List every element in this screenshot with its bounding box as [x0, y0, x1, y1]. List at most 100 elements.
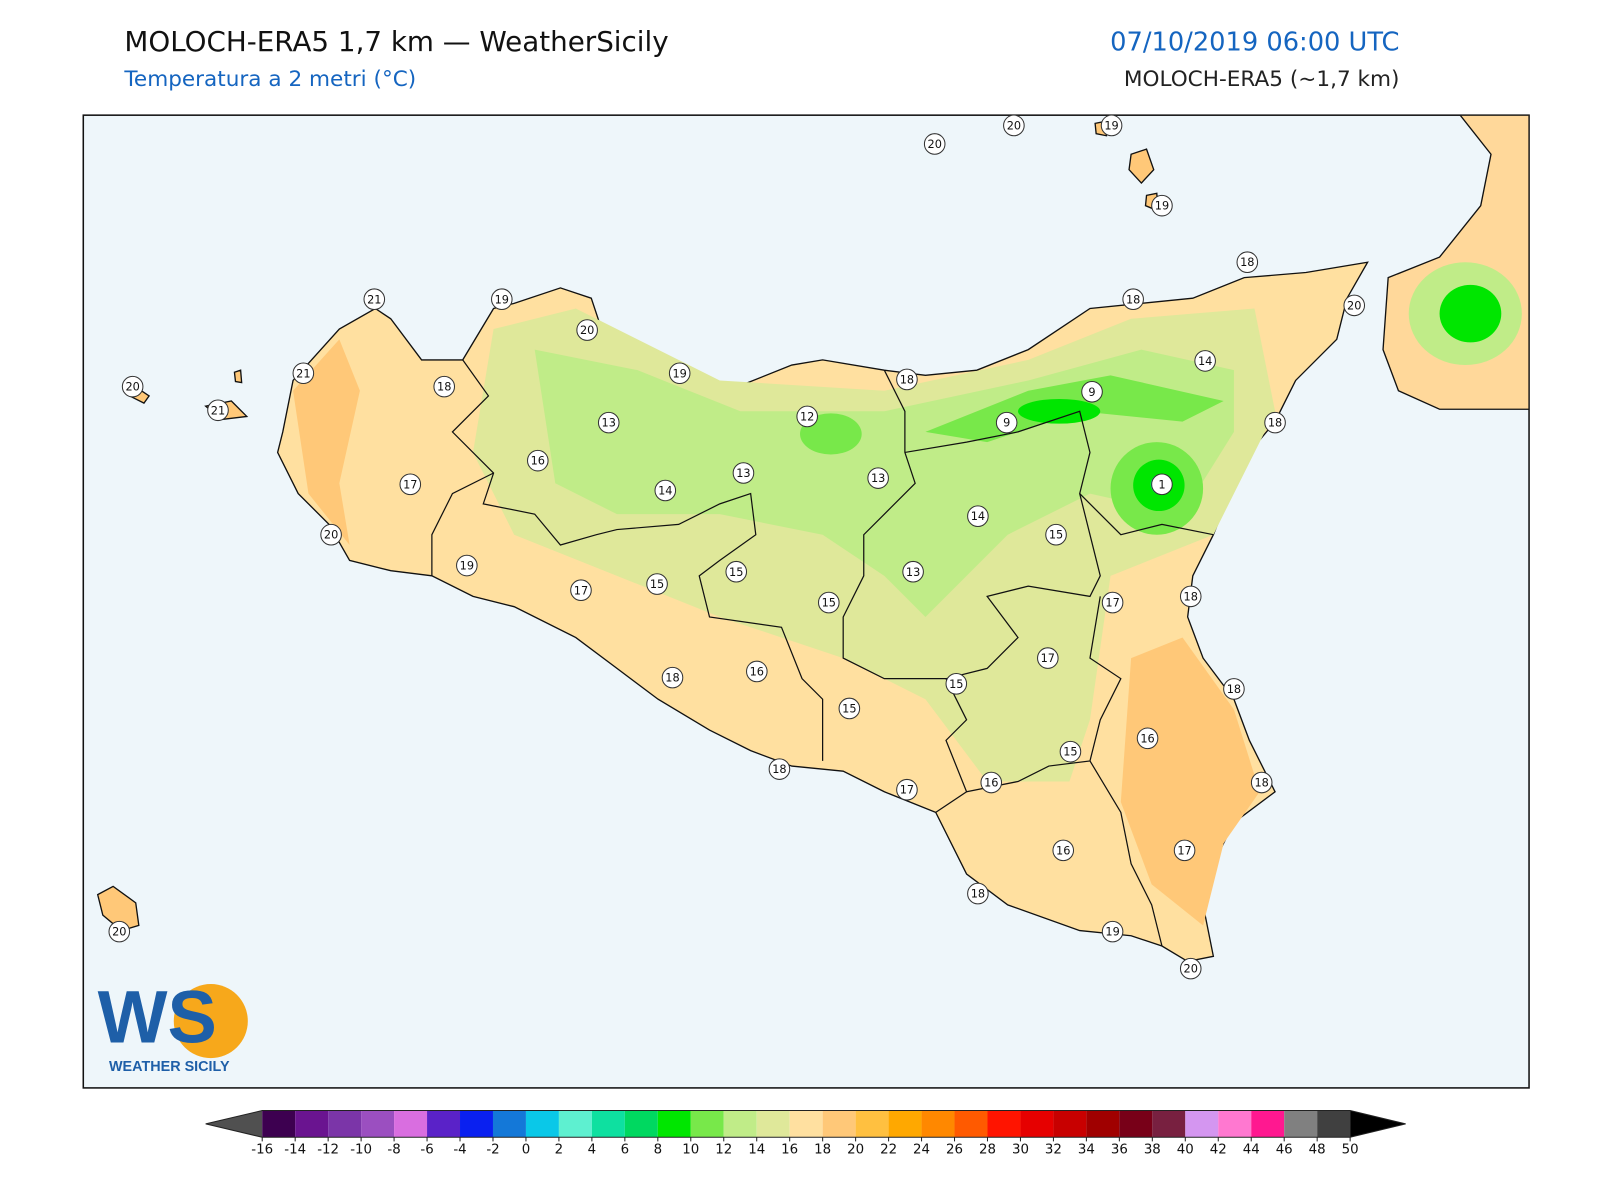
station-value: 17 [574, 584, 588, 597]
station-marker [1101, 591, 1124, 614]
station-value: 21 [296, 367, 310, 380]
station-marker [1037, 647, 1059, 669]
station-marker [121, 375, 144, 398]
station-marker [1223, 678, 1245, 700]
colorbar-segment [723, 1110, 757, 1138]
station-value: 17 [403, 478, 417, 491]
station-marker [980, 771, 1003, 794]
station-marker [1236, 251, 1259, 274]
colorbar-tick-label: -16 [251, 1143, 273, 1158]
station-value: 13 [871, 472, 885, 485]
station-marker [967, 882, 989, 905]
station-value: 16 [1056, 844, 1070, 857]
station-marker [923, 133, 946, 155]
station-value: 18 [665, 672, 679, 685]
station-value: 20 [324, 529, 338, 542]
station-marker [1122, 288, 1144, 311]
temp-zone [1439, 284, 1502, 343]
colorbar-segment [855, 1110, 889, 1138]
station-value: 18 [772, 763, 786, 776]
colorbar-segment [1086, 1110, 1120, 1138]
station-value: 16 [1140, 732, 1154, 745]
station-value: 17 [1041, 652, 1055, 665]
colorbar-tick-label: -10 [350, 1143, 372, 1158]
station-value: 20 [580, 324, 594, 337]
stations: 20 20 19 19 18 20 18 14 18 9 9 1 15 17 18 18 12 13 14 13 17 1… [108, 115, 1366, 980]
station-value: 20 [112, 926, 126, 939]
colorbar-segment [756, 1110, 790, 1138]
colorbar-segment [789, 1110, 823, 1138]
station-marker [1250, 771, 1273, 794]
colorbar-segment [591, 1110, 625, 1138]
colorbar-tick-label: 46 [1276, 1143, 1293, 1158]
colorbar-segment [690, 1110, 724, 1138]
station-marker [646, 573, 668, 595]
colorbar-segment [624, 1110, 658, 1138]
colorbar-tick-label: 50 [1342, 1143, 1359, 1158]
station-value: 14 [971, 510, 985, 523]
station-value: 20 [928, 138, 942, 151]
station-marker [725, 560, 748, 583]
station-value: 18 [900, 373, 914, 386]
station-marker [1343, 294, 1366, 317]
station-value: 18 [437, 381, 451, 394]
province-border [842, 369, 968, 813]
colorbar-segment [492, 1110, 526, 1138]
station-value: 15 [949, 678, 963, 691]
station-marker [597, 411, 620, 434]
station-marker [1151, 194, 1173, 217]
colorbar-segment [1152, 1110, 1186, 1138]
province-border [451, 359, 824, 761]
station-marker [456, 554, 478, 577]
colorbar: -16 -14 -12 -10 -8 -6 -4 -2 0 2 4 6 8 10 12 14 16 18 20 22 2… [205, 1110, 1406, 1158]
station-marker [1052, 839, 1075, 862]
colorbar-segment [460, 1110, 493, 1138]
station-value: 19 [460, 560, 474, 573]
station-marker [896, 778, 918, 801]
station-marker [902, 560, 924, 583]
station-marker [995, 411, 1018, 434]
logo-name: WEATHER SICILY [109, 1059, 230, 1075]
pantelleria [96, 885, 140, 932]
station-marker [796, 405, 818, 428]
station-value: 21 [211, 404, 225, 417]
station-value: 15 [650, 578, 664, 591]
station-marker [746, 660, 768, 683]
colorbar-tick-label: 30 [1012, 1143, 1029, 1158]
province-border [904, 410, 1101, 680]
colorbar-tick-label: -14 [284, 1143, 306, 1158]
station-marker [1081, 380, 1103, 403]
colorbar-tick-label: 28 [979, 1143, 996, 1158]
colorbar-tick-label: 4 [588, 1143, 597, 1158]
colorbar-segment [295, 1110, 329, 1138]
station-marker [320, 523, 342, 546]
station-value: 19 [1105, 926, 1119, 939]
station-value: 15 [822, 597, 836, 610]
colorbar-tick-label: -2 [486, 1143, 499, 1158]
station-marker [491, 288, 513, 311]
province-border [431, 472, 494, 576]
station-marker [768, 758, 791, 780]
station-marker [399, 473, 422, 496]
station-value: 16 [750, 665, 764, 678]
colorbar-tick-label: 0 [522, 1143, 531, 1158]
station-value: 16 [531, 455, 545, 468]
station-marker [526, 449, 549, 472]
logo-sun [173, 984, 248, 1059]
station-marker [1136, 727, 1159, 750]
station-value: 17 [1105, 597, 1119, 610]
station-marker [576, 319, 598, 341]
station-marker [1264, 411, 1286, 434]
colorbar-segment [328, 1110, 362, 1138]
colorbar-segment [888, 1110, 922, 1138]
colorbar-tick-label: 6 [621, 1143, 629, 1158]
station-marker [1194, 350, 1216, 372]
station-marker [1179, 957, 1202, 980]
colorbar-segment [921, 1110, 955, 1138]
station-value: 19 [1155, 200, 1169, 213]
station-value: 15 [842, 703, 856, 716]
province-border [966, 493, 1214, 947]
station-value: 18 [971, 888, 985, 901]
colorbar-tick-label: 40 [1177, 1143, 1194, 1158]
